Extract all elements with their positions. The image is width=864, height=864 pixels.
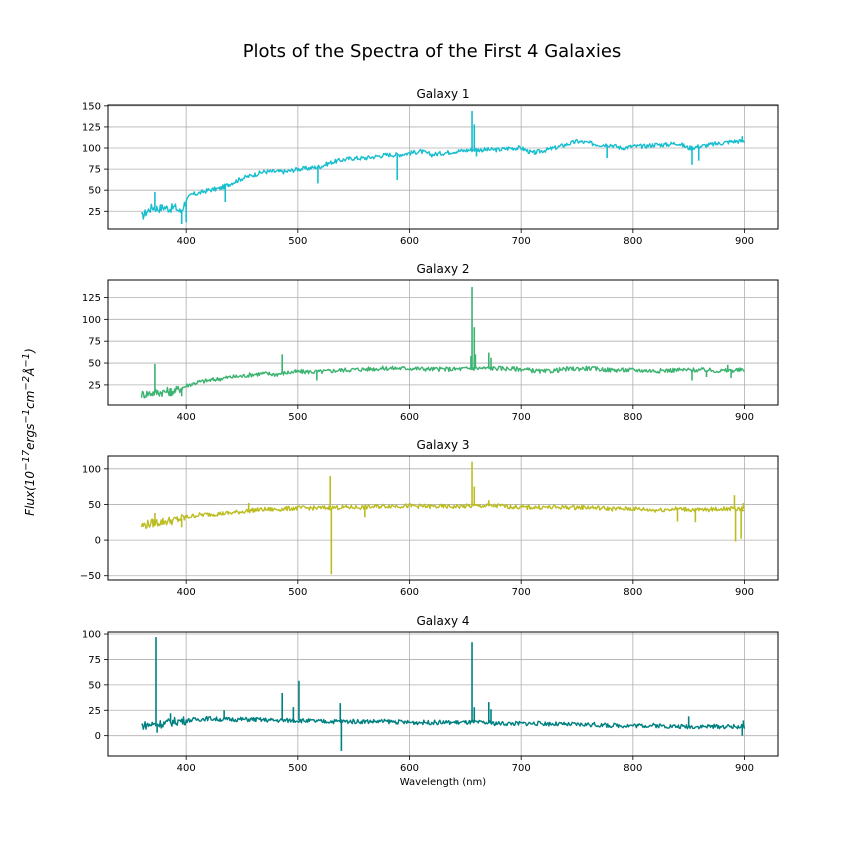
x-axis-label: Wavelength (nm) xyxy=(400,777,486,788)
x-tick-label: 600 xyxy=(400,587,419,598)
galaxy-panel-3: 400 500 600 700 800 900 −50 0 50 100 Galaxy 3 xyxy=(80,438,779,598)
x-tick-label: 500 xyxy=(288,587,307,598)
y-tick-label: 50 xyxy=(88,680,101,691)
axes-frame xyxy=(107,104,779,230)
galaxy-panel-1: 400 500 600 700 800 900 25 50 75 100 125 150 Galaxy … xyxy=(82,87,779,247)
y-tick-label: 100 xyxy=(82,630,101,641)
y-tick-label: 100 xyxy=(82,464,101,475)
x-tick-label: 600 xyxy=(400,763,419,774)
y-tick-label: 125 xyxy=(82,122,101,133)
x-tick-label: 500 xyxy=(288,412,307,423)
spectrum-line xyxy=(140,138,746,220)
x-tick-label: 700 xyxy=(512,236,531,247)
y-tick-label: 25 xyxy=(88,380,101,391)
x-tick-label: 400 xyxy=(177,587,196,598)
x-tick-label: 800 xyxy=(623,412,642,423)
x-tick-label: 700 xyxy=(512,587,531,598)
y-tick-label: 75 xyxy=(88,165,101,176)
y-tick-label: 0 xyxy=(95,731,101,742)
panel-title: Galaxy 2 xyxy=(417,262,470,276)
y-tick-label: 50 xyxy=(88,186,101,197)
panel-title: Galaxy 3 xyxy=(417,438,470,452)
y-tick-label: 50 xyxy=(88,500,101,511)
panel-title: Galaxy 1 xyxy=(417,87,470,101)
spectrum-line xyxy=(140,503,745,530)
x-tick-label: 700 xyxy=(512,412,531,423)
axes-frame xyxy=(107,455,779,581)
x-tick-label: 900 xyxy=(735,236,754,247)
x-tick-label: 800 xyxy=(623,587,642,598)
x-tick-label: 400 xyxy=(177,763,196,774)
y-tick-label: 125 xyxy=(82,293,101,304)
y-tick-label: 75 xyxy=(88,337,101,348)
y-tick-label: 75 xyxy=(88,655,101,666)
y-tick-label: 100 xyxy=(82,144,101,155)
y-tick-label: 50 xyxy=(88,359,101,370)
x-tick-label: 900 xyxy=(735,763,754,774)
galaxy-panel-4: 400 500 600 700 800 900 0 25 50 75 100 Galaxy 4 xyxy=(82,614,779,774)
x-tick-label: 900 xyxy=(735,587,754,598)
figure-title: Plots of the Spectra of the First 4 Gala… xyxy=(243,41,622,62)
panels: 400 500 600 700 800 900255075100125150Galaxy … xyxy=(80,87,779,774)
x-tick-label: 800 xyxy=(623,763,642,774)
y-tick-label: 150 xyxy=(82,101,101,112)
x-tick-label: 700 xyxy=(512,763,531,774)
y-tick-label: 100 xyxy=(82,315,101,326)
x-tick-label: 500 xyxy=(288,763,307,774)
axes-frame xyxy=(107,279,779,406)
x-tick-label: 600 xyxy=(400,412,419,423)
y-tick-label: 25 xyxy=(88,207,101,218)
x-tick-label: 400 xyxy=(177,412,196,423)
x-tick-label: 600 xyxy=(400,236,419,247)
x-tick-label: 900 xyxy=(735,412,754,423)
panel-title: Galaxy 4 xyxy=(417,614,470,628)
x-tick-label: 400 xyxy=(177,236,196,247)
y-axis-label: Flux(10−17ergs−1cm−2Å−1) xyxy=(21,348,37,516)
y-tick-label: 25 xyxy=(88,706,101,717)
spectrum-line xyxy=(140,365,745,399)
y-tick-label: −50 xyxy=(80,571,101,582)
spectrum-line xyxy=(141,715,746,730)
axes-frame xyxy=(107,631,779,757)
galaxy-panel-2: 400 500 600 700 800 900 25 50 75 100 125 Galaxy 2 xyxy=(82,262,779,423)
x-tick-label: 800 xyxy=(623,236,642,247)
y-tick-label: 0 xyxy=(95,536,101,547)
x-tick-label: 500 xyxy=(288,236,307,247)
